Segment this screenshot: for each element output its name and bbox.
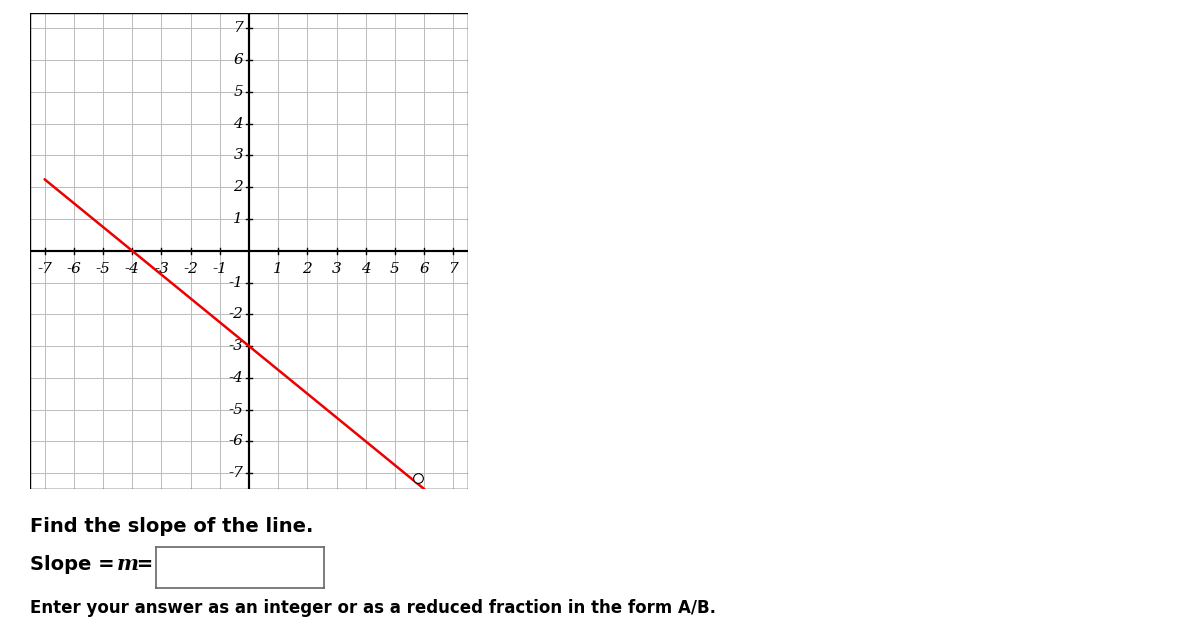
Text: -7: -7 (228, 466, 244, 480)
Text: -1: -1 (212, 262, 227, 276)
Text: -2: -2 (184, 262, 198, 276)
Text: =: = (130, 555, 152, 574)
Text: Find the slope of the line.: Find the slope of the line. (30, 517, 313, 536)
Text: -3: -3 (154, 262, 169, 276)
Text: 5: 5 (234, 85, 244, 99)
Text: 4: 4 (234, 117, 244, 130)
Text: 3: 3 (331, 262, 342, 276)
Text: -5: -5 (228, 403, 244, 416)
Text: -4: -4 (228, 371, 244, 385)
Text: -6: -6 (66, 262, 82, 276)
Text: 7: 7 (449, 262, 458, 276)
Text: 6: 6 (419, 262, 430, 276)
Text: Slope =: Slope = (30, 555, 121, 574)
Text: 3: 3 (234, 149, 244, 162)
Text: -1: -1 (228, 276, 244, 290)
Text: m: m (116, 554, 138, 574)
Text: -3: -3 (228, 339, 244, 353)
Text: 7: 7 (234, 21, 244, 35)
Text: -2: -2 (228, 307, 244, 321)
Text: 2: 2 (302, 262, 312, 276)
Text: 1: 1 (234, 212, 244, 226)
Text: 5: 5 (390, 262, 400, 276)
Text: Enter your answer as an integer or as a reduced fraction in the form A/B.: Enter your answer as an integer or as a … (30, 599, 716, 617)
Text: -7: -7 (37, 262, 52, 276)
Text: -6: -6 (228, 435, 244, 448)
Text: -4: -4 (125, 262, 139, 276)
Text: 4: 4 (361, 262, 371, 276)
Text: 2: 2 (234, 181, 244, 194)
Text: 1: 1 (274, 262, 283, 276)
Text: 6: 6 (234, 53, 244, 67)
Text: -5: -5 (96, 262, 110, 276)
